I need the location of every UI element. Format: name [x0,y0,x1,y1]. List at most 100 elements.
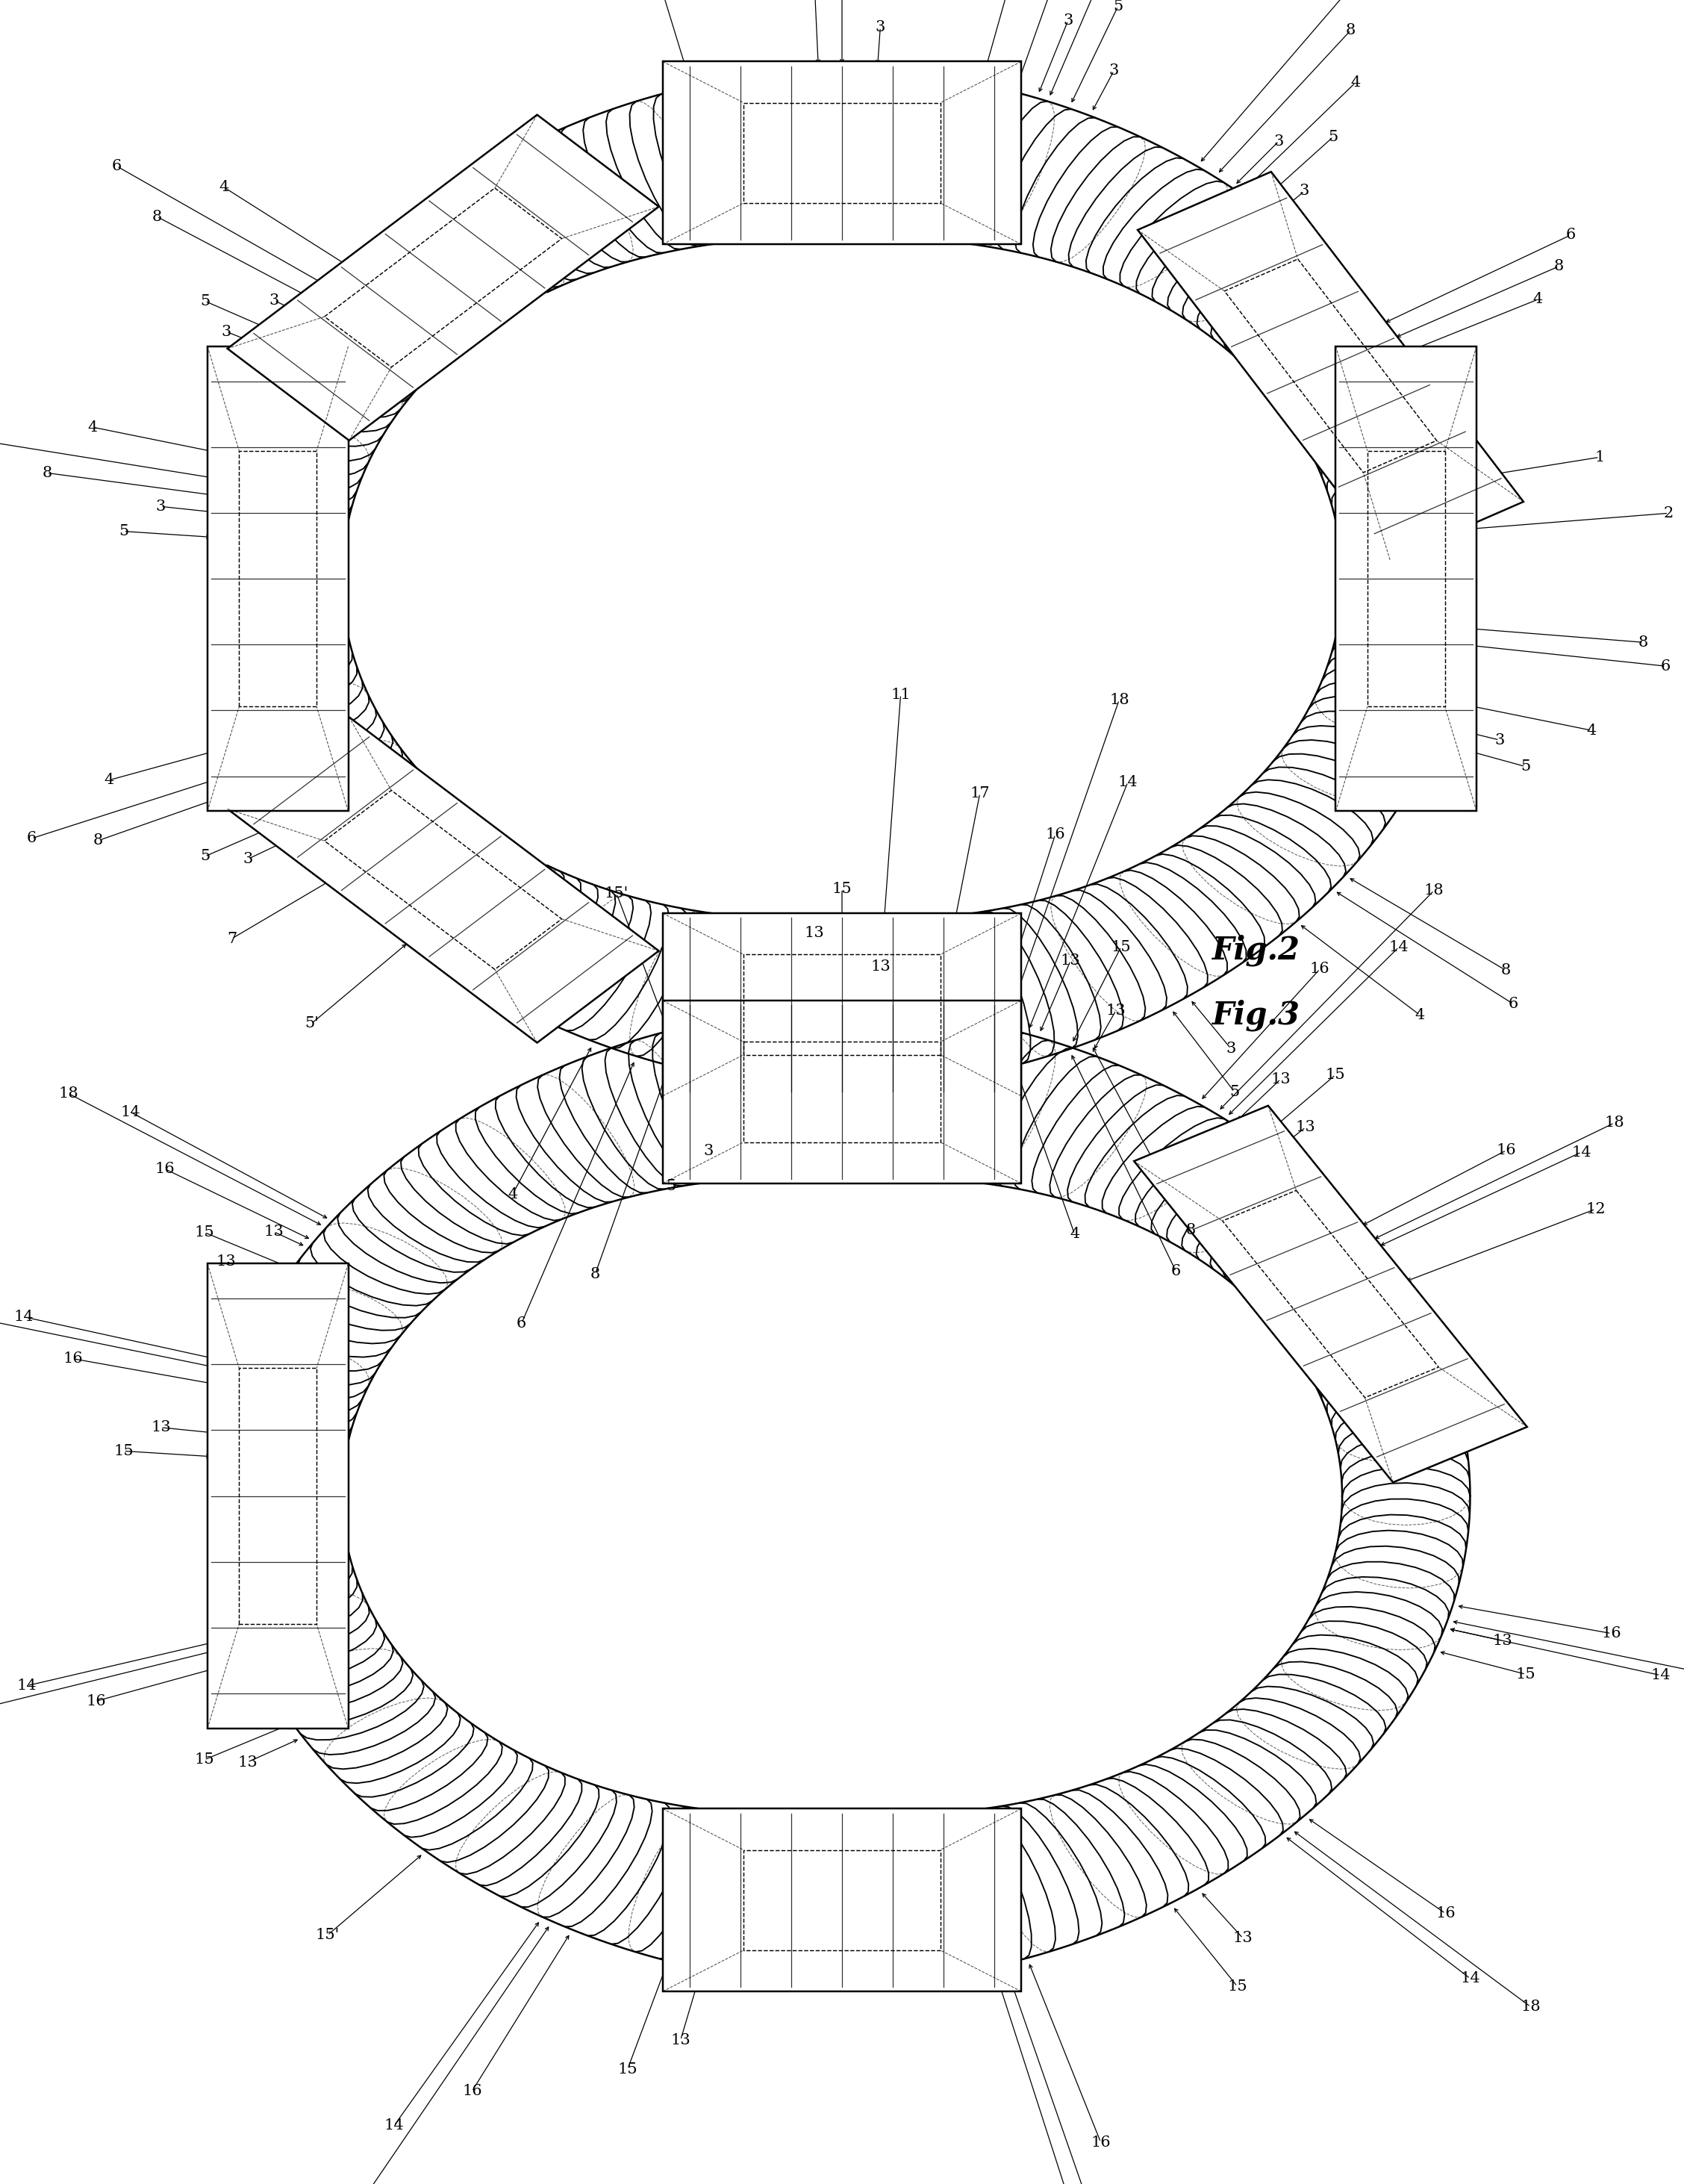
Text: 8: 8 [93,834,103,847]
Text: 5: 5 [1113,0,1123,13]
Text: 5: 5 [200,850,210,863]
Text: 13: 13 [1106,1002,1127,1018]
Text: 4: 4 [1532,293,1543,306]
Text: 13: 13 [1233,1931,1253,1946]
Text: 8: 8 [1186,1223,1196,1238]
Text: 6: 6 [1566,227,1576,242]
Text: 15: 15 [194,1754,214,1767]
Text: 15: 15 [1111,939,1132,954]
Text: 14: 14 [1389,939,1410,954]
Text: 13: 13 [1295,1120,1315,1133]
Text: 8: 8 [152,210,162,223]
Polygon shape [663,1000,1021,1184]
Text: 8: 8 [1639,636,1649,649]
Text: 15: 15 [832,882,852,895]
Text: 4: 4 [1415,1009,1425,1022]
Polygon shape [663,61,1021,245]
Text: 5: 5 [118,524,128,539]
Text: 5: 5 [1229,1085,1239,1099]
Text: 15: 15 [113,1444,133,1459]
Text: 1: 1 [1595,450,1605,465]
Text: 4: 4 [88,419,98,435]
Text: 3: 3 [242,852,253,867]
Text: 13: 13 [264,1225,283,1238]
Text: 6: 6 [1660,660,1671,673]
Text: 14: 14 [13,1310,34,1324]
Text: 14: 14 [1650,1669,1671,1682]
Text: 15: 15 [194,1225,214,1238]
Text: 3: 3 [1226,1042,1236,1055]
Text: 17: 17 [970,786,990,799]
Text: 18: 18 [1425,882,1443,898]
Text: Fig.2: Fig.2 [1212,935,1300,965]
Text: Fig.3: Fig.3 [1212,1000,1300,1031]
Text: 13: 13 [237,1756,258,1769]
Text: 3: 3 [876,20,886,35]
Text: 13: 13 [1061,954,1081,968]
Text: 15: 15 [1228,1979,1248,1994]
Text: 18: 18 [1605,1116,1623,1129]
Polygon shape [227,116,658,441]
Text: 3: 3 [1108,63,1118,79]
Text: 15': 15' [605,887,628,900]
Text: 16: 16 [86,1695,106,1708]
Text: 2: 2 [1664,507,1674,520]
Text: 7: 7 [227,933,237,946]
Text: 16: 16 [1310,961,1330,976]
Text: 4: 4 [219,179,229,194]
Text: 16: 16 [1601,1627,1622,1640]
Text: 13: 13 [670,2033,690,2046]
Text: 14: 14 [1460,1972,1480,1985]
Text: 14: 14 [17,1679,37,1693]
Text: 15: 15 [1516,1666,1536,1682]
Text: 14: 14 [384,2118,404,2134]
Text: 14: 14 [1118,775,1138,788]
Polygon shape [207,1265,349,1728]
Text: 14: 14 [120,1105,140,1118]
Text: 16: 16 [1046,828,1066,841]
Text: 15: 15 [618,2062,638,2077]
Text: 15': 15' [315,1928,340,1942]
Text: 5: 5 [1521,760,1531,773]
Text: 3: 3 [269,293,280,308]
Text: 5: 5 [1329,129,1339,144]
Text: 4: 4 [104,773,115,786]
Text: 3: 3 [222,325,231,339]
Text: 3: 3 [1063,13,1073,28]
Text: 13: 13 [805,926,825,941]
Text: 16: 16 [461,2084,482,2099]
Text: 15: 15 [1325,1068,1346,1081]
Text: 5: 5 [667,1179,675,1192]
Text: 18: 18 [59,1085,77,1101]
Polygon shape [1133,1105,1527,1483]
Text: 6: 6 [113,159,121,173]
Text: 12: 12 [1585,1201,1605,1216]
Polygon shape [1335,347,1477,810]
Text: 13: 13 [152,1420,170,1435]
Text: 4: 4 [1069,1227,1079,1241]
Text: 5': 5' [305,1016,318,1031]
Text: 16: 16 [62,1352,83,1365]
Text: 4: 4 [1351,76,1361,90]
Text: 13: 13 [1271,1072,1290,1085]
Text: 3: 3 [1273,133,1283,149]
Text: 16: 16 [1091,2136,1111,2149]
Text: 8: 8 [1500,963,1511,978]
Text: 3: 3 [1300,183,1310,199]
Text: 13: 13 [1492,1634,1512,1647]
Text: 8: 8 [591,1267,600,1282]
Text: 16: 16 [155,1162,175,1175]
Text: 3: 3 [157,500,165,513]
Text: 14: 14 [1571,1144,1591,1160]
Text: 3: 3 [704,1144,714,1158]
Polygon shape [1138,173,1524,559]
Text: 8: 8 [42,465,52,480]
Text: 18: 18 [1521,2001,1541,2014]
Text: 11: 11 [891,688,911,701]
Text: 16: 16 [1497,1142,1516,1158]
Text: 13: 13 [871,959,891,974]
Text: 18: 18 [1110,692,1128,708]
Text: 6: 6 [27,832,37,845]
Polygon shape [227,716,658,1042]
Text: 8: 8 [1346,24,1356,37]
